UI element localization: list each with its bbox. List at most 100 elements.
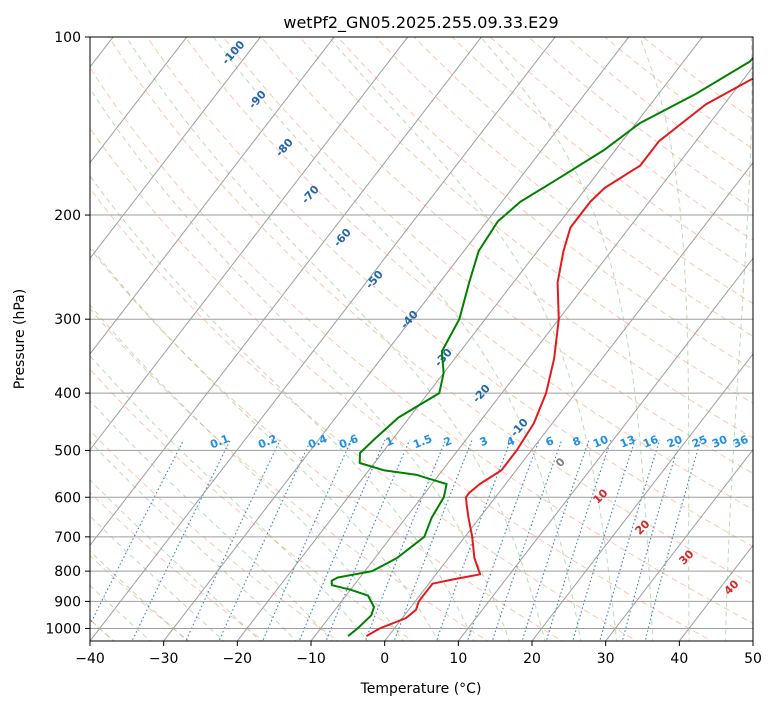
isotherm-line	[90, 37, 409, 451]
mixing-ratio-line	[545, 439, 612, 641]
moist-adiabat	[639, 37, 690, 641]
moist-adiabat	[90, 440, 298, 641]
dry-adiabat	[90, 368, 414, 641]
x-tick-label: 30	[597, 651, 615, 667]
dewpoint-profile	[330, 56, 753, 637]
isotherm-line	[531, 353, 753, 641]
mixing-ratio-line	[90, 439, 185, 626]
dry-adiabat	[90, 67, 753, 624]
y-tick-label: 800	[54, 564, 81, 580]
isotherm-line	[90, 37, 262, 260]
isotherm-line	[90, 37, 483, 547]
mixing-ratio-line	[491, 439, 563, 641]
moist-adiabat-label: 0	[553, 455, 568, 470]
isotherm-line	[90, 37, 335, 355]
isotherm-line	[90, 37, 556, 641]
x-tick-label: −30	[149, 651, 179, 667]
moist-adiabat-label: 20	[633, 517, 653, 537]
moist-adiabat	[90, 399, 333, 641]
mixing-ratio-label: 8	[571, 434, 583, 449]
plot-frame	[89, 36, 754, 642]
axis-ticks: −40 −30 −20 −10 0 10 20 30 40 5010009008007006005…	[45, 30, 762, 667]
isotherm-line	[163, 37, 630, 641]
moist-adiabat	[90, 304, 404, 641]
mixing-ratio-line	[364, 439, 447, 641]
mixing-ratio-label: 30	[710, 433, 729, 451]
moist-adiabat	[90, 355, 369, 641]
x-tick-label: −40	[75, 651, 105, 667]
mixing-ratio-line	[262, 439, 352, 641]
dry-adiabat	[90, 247, 564, 641]
moist-adiabat	[328, 37, 618, 641]
y-tick-label: 900	[54, 594, 81, 610]
dry-adiabat-label: -90	[246, 88, 269, 112]
y-tick-label: 100	[54, 30, 81, 46]
dry-adiabat-label: -80	[273, 136, 296, 160]
mixing-ratio-line	[521, 439, 590, 641]
dry-adiabat-label: -20	[470, 382, 493, 406]
moist-adiabat-label: 40	[722, 577, 742, 597]
moist-adiabat	[90, 245, 440, 641]
mixing-ratio-line	[131, 439, 231, 641]
x-tick-label: 40	[670, 651, 688, 667]
y-tick-label: 700	[54, 530, 81, 546]
moist-adiabat	[213, 37, 582, 641]
dry-adiabat	[566, 37, 753, 180]
isotherm-line	[90, 37, 188, 164]
y-axis-label: Pressure (hPa)	[12, 289, 28, 389]
mixing-ratio-label: 1.5	[411, 432, 434, 451]
moist-adiabat	[90, 550, 189, 641]
mixing-ratio-line	[621, 439, 681, 641]
isotherm-line	[310, 66, 753, 641]
dry-adiabat-label: -100	[219, 38, 247, 67]
mixing-ratio-label: 10	[591, 433, 610, 451]
temperature-profile	[365, 77, 753, 637]
moist-adiabat-label: 30	[677, 547, 697, 567]
mixing-ratio-line	[466, 439, 540, 641]
isotherm-line	[605, 448, 753, 641]
mixing-ratio-line	[644, 439, 702, 641]
mixing-ratio-label: 2	[442, 434, 454, 449]
mixing-ratio-label: 36	[731, 433, 750, 451]
dry-adiabat	[299, 37, 753, 405]
x-tick-label: −10	[296, 651, 326, 667]
dry-adiabat	[337, 37, 753, 371]
dry-adiabat	[90, 127, 713, 641]
moist-adiabat	[90, 87, 510, 641]
y-tick-label: 500	[54, 443, 81, 459]
x-tick-label: 10	[449, 651, 467, 667]
mixing-ratio-line	[599, 439, 661, 641]
mixing-ratio-line	[572, 439, 636, 641]
mixing-ratio-label: 13	[618, 433, 637, 451]
mixing-ratio-label: 25	[690, 433, 709, 451]
moist-adiabat	[90, 479, 261, 641]
moist-adiabat	[125, 37, 546, 641]
moist-adiabat	[762, 37, 775, 643]
dry-adiabat	[642, 37, 753, 121]
dry-adiabat	[261, 37, 753, 439]
dry-adiabat-label: -50	[363, 268, 386, 292]
isotherm-line	[384, 161, 753, 641]
x-tick-label: −20	[223, 651, 253, 667]
series-layer: -100-90-80-70-60-50-40-30-20-100.1 0.2 0.4…	[208, 38, 753, 637]
y-tick-label: 1000	[45, 621, 81, 637]
moist-adiabat-label: 10	[591, 486, 611, 506]
moist-adiabat	[725, 37, 753, 641]
mixing-ratio-label: 20	[665, 433, 684, 451]
y-tick-label: 600	[54, 490, 81, 506]
mixing-ratio-label: 0.6	[337, 432, 360, 451]
mixing-ratio-label: 0.1	[208, 432, 231, 451]
mixing-ratio-label: 16	[641, 433, 660, 451]
x-axis-label: Temperature (°C)	[360, 681, 482, 697]
dry-adiabat	[375, 37, 753, 337]
mixing-ratio-line	[298, 439, 386, 641]
mixing-ratio-label: 3	[478, 434, 490, 449]
mixing-ratio-label: 6	[544, 434, 556, 449]
mixing-ratio-line	[185, 439, 281, 641]
x-tick-label: 0	[380, 651, 389, 667]
grid-lines	[90, 37, 775, 643]
dry-adiabat-label: -60	[331, 226, 354, 250]
y-tick-label: 400	[54, 386, 81, 402]
x-tick-label: 20	[523, 651, 541, 667]
